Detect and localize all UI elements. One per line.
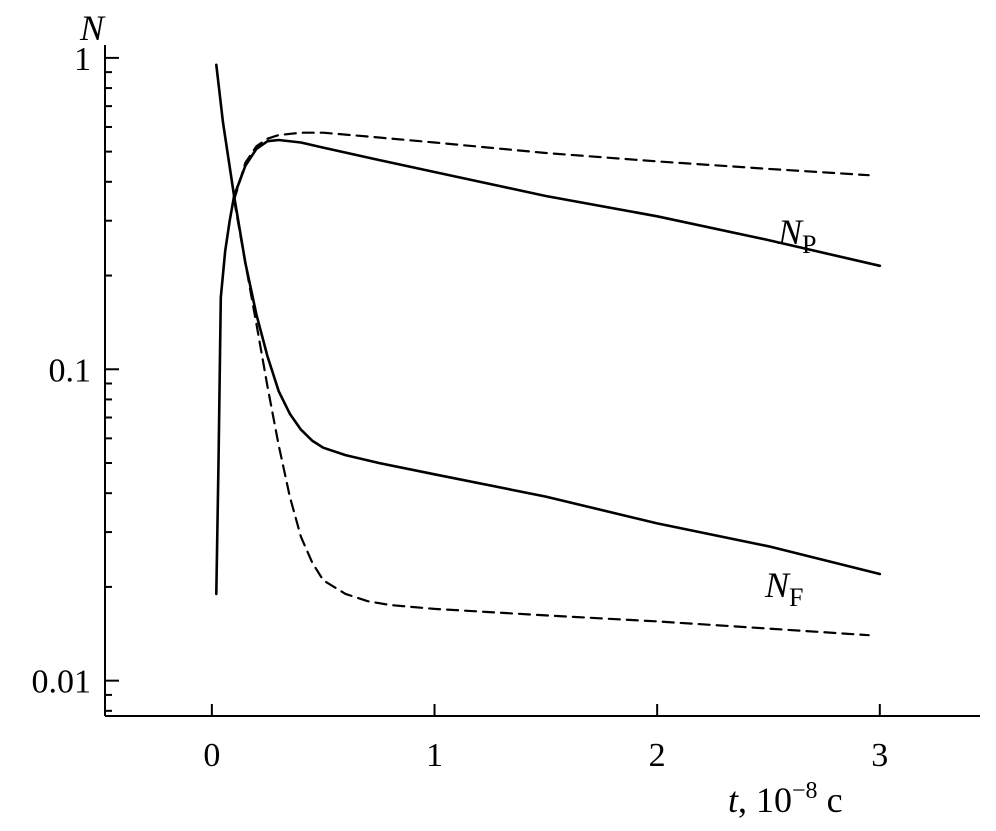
series-label-nf-sub: F — [789, 583, 803, 612]
x-tick-label: 0 — [203, 737, 220, 774]
x-axis-exponent: −8 — [792, 778, 818, 804]
y-tick-label: 1 — [74, 41, 91, 78]
series-line-2 — [233, 131, 870, 201]
series-label-nf-main: N — [764, 565, 791, 605]
series-line-1 — [215, 138, 882, 596]
x-tick-label: 3 — [871, 737, 888, 774]
x-tick-label: 2 — [649, 737, 666, 774]
axes — [104, 45, 980, 717]
y-tick-label: 0.1 — [49, 352, 92, 389]
series-label-np-main: N — [777, 212, 804, 252]
x-axis-unit: c — [818, 780, 843, 820]
series-label-nf: NF — [764, 565, 803, 612]
x-axis-variable: t — [728, 780, 739, 820]
y-axis-title: N — [79, 8, 106, 48]
ticks: 0 1 2 3 1 0.1 0.01 — [32, 41, 889, 774]
series-label-np: NP — [777, 212, 816, 259]
x-tick-label: 1 — [426, 737, 443, 774]
series-line-3 — [215, 63, 882, 576]
x-axis-title: t, 10−8 c — [728, 778, 843, 820]
x-axis-separator: , 10 — [738, 780, 792, 820]
curves — [215, 63, 882, 637]
labels: N t, 10−8 c NP NF — [79, 8, 843, 820]
y-tick-label: 0.01 — [32, 664, 92, 701]
series-label-np-sub: P — [802, 230, 816, 259]
series-line-4 — [233, 198, 870, 637]
